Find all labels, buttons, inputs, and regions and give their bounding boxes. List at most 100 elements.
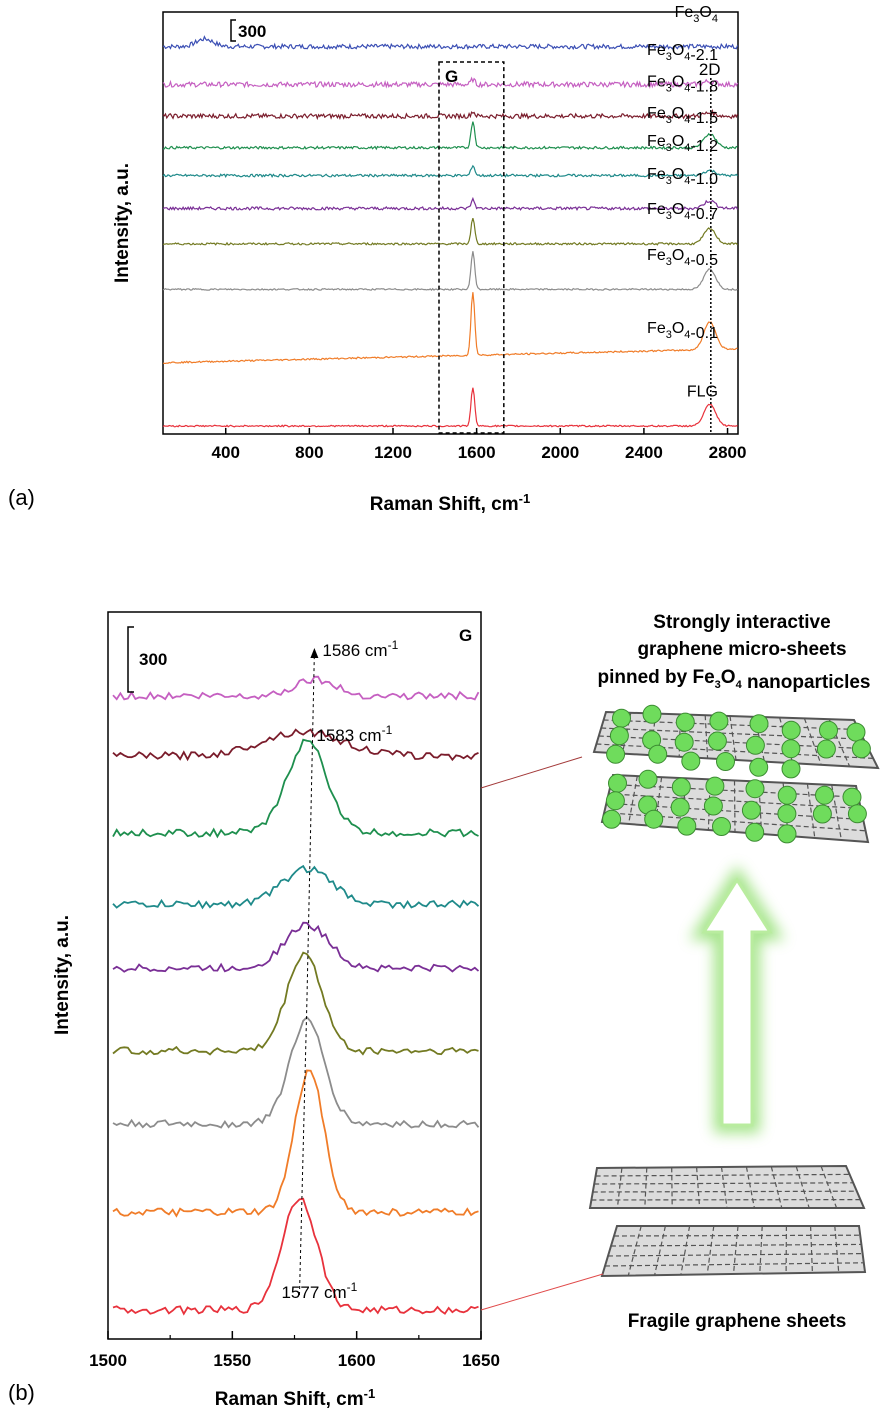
marker-2d-label: 2D	[699, 60, 721, 79]
nanoparticle	[851, 739, 871, 759]
nanoparticle	[602, 809, 622, 829]
panel-b: 1586 cm-1 1583 cm-1 1577 cm-1 G 300 1500 1550…	[8, 611, 500, 1410]
series-b-line-4	[112, 921, 480, 973]
sheet-bottom-upper-mesh	[696, 1167, 701, 1209]
sheet-top-lower-mesh	[733, 780, 736, 833]
nanoparticle	[608, 773, 627, 793]
b-tick-label-3: 1650	[462, 1351, 500, 1370]
a-tick-label-0: 400	[212, 443, 240, 462]
g-band-box	[438, 61, 505, 434]
nanoparticle	[705, 776, 725, 796]
nanoparticle	[605, 791, 625, 811]
nanoparticle	[712, 817, 731, 836]
connector-top	[480, 756, 583, 789]
series-a-label-9: FLG	[687, 383, 718, 400]
peak-shift-guide	[298, 651, 315, 1296]
nanoparticle	[846, 722, 866, 742]
nanoparticle	[675, 712, 695, 732]
nanoparticle	[842, 787, 862, 807]
up-arrow-icon	[689, 865, 785, 1133]
sheet-bottom-lower-mesh	[607, 1253, 863, 1257]
nanoparticle	[749, 757, 769, 777]
b-tick-label-1: 1550	[213, 1351, 251, 1370]
sheet-bottom-lower-mesh	[613, 1234, 861, 1237]
panel-a-ticks: 400 800 1200 1600 2000 2400 2800	[212, 428, 747, 462]
nanoparticle	[745, 735, 765, 755]
series-a-line-1	[162, 76, 739, 89]
scale-bar-b	[127, 626, 134, 693]
series-a-label-5: Fe3O4-1.0	[647, 166, 718, 188]
sheet-bottom-upper-mesh	[595, 1173, 850, 1177]
sheet-bottom-upper	[588, 1164, 866, 1209]
sheet-bottom-lower-mesh	[610, 1243, 862, 1247]
panel-a-ylabel: Intensity, a.u.	[112, 163, 133, 283]
nanoparticle	[681, 751, 701, 771]
top-caption-line-2: graphene micro-sheets	[637, 639, 846, 660]
sheet-bottom-lower-mesh	[732, 1225, 739, 1275]
series-a-label-7: Fe3O4-0.5	[647, 247, 718, 269]
series-b-line-2	[112, 738, 479, 839]
sheet-bottom-upper-mesh	[720, 1166, 728, 1209]
series-b-line-5	[112, 951, 479, 1056]
sheet-top-upper-mesh	[601, 727, 864, 740]
series-a-label-6: Fe3O4-0.7	[647, 201, 718, 223]
nanoparticle	[671, 777, 691, 797]
sheet-top-upper-mesh	[803, 718, 822, 766]
series-a-line-5	[162, 196, 739, 211]
panel-a: Fe3O4Fe3O4-2.1Fe3O4-1.8Fe3O4-1.5Fe3O4-1.…	[8, 4, 746, 515]
nanoparticle	[644, 809, 664, 829]
a-tick-label-3: 1600	[458, 443, 496, 462]
a-tick-label-5: 2400	[625, 443, 663, 462]
sheet-bottom-upper-mesh	[594, 1182, 854, 1185]
nanoparticle	[612, 708, 631, 728]
panel-a-plot: Fe3O4Fe3O4-2.1Fe3O4-1.8Fe3O4-1.5Fe3O4-1.…	[162, 4, 739, 434]
sheet-bottom-upper-mesh	[644, 1167, 648, 1209]
nanoparticle	[816, 739, 836, 759]
nanoparticle	[716, 752, 735, 771]
scale-bar-b-label: 300	[139, 650, 167, 669]
sheet-bottom-upper-mesh	[770, 1166, 783, 1209]
sheet-bottom-upper-mesh	[745, 1166, 755, 1209]
nanoparticle	[642, 704, 662, 724]
series-a-line-7	[162, 251, 738, 291]
peak-annotation-0: 1586 cm-1	[322, 638, 398, 660]
connector-bottom	[480, 1273, 604, 1311]
b-tick-label-2: 1600	[338, 1351, 376, 1370]
series-a-line-2	[162, 108, 739, 121]
panel-a-label: (a)	[8, 485, 35, 510]
peak-annotation-1: 1583 cm-1	[316, 723, 392, 745]
nanoparticle	[781, 720, 801, 740]
sheet-bottom-lower-mesh	[680, 1225, 691, 1275]
nanoparticle	[703, 796, 723, 816]
nanoparticle	[777, 824, 797, 844]
series-a-line-4	[162, 164, 739, 178]
nanoparticle	[741, 800, 761, 820]
a-tick-label-2: 1200	[374, 443, 412, 462]
a-tick-label-1: 800	[295, 443, 323, 462]
nanoparticle	[777, 785, 797, 805]
series-a-line-9	[162, 387, 738, 428]
nanoparticle	[638, 769, 658, 789]
sheet-bottom-upper-mesh	[616, 1167, 623, 1209]
series-a-label-8: Fe3O4-0.1	[647, 320, 718, 342]
series-b-line-3	[112, 864, 480, 910]
sheet-bottom-lower-mesh	[604, 1262, 864, 1267]
sheet-top-lower-mesh	[806, 783, 816, 839]
bottom-caption: Fragile graphene sheets	[628, 1311, 847, 1332]
peak-annotation-2: 1577 cm-1	[281, 1280, 357, 1302]
b-tick-label-0: 1500	[89, 1351, 127, 1370]
a-tick-label-6: 2800	[709, 443, 747, 462]
panel-b-plot: 1586 cm-1 1583 cm-1 1577 cm-1 G 300	[112, 626, 480, 1316]
nanoparticle	[670, 797, 690, 817]
series-a-label-1: Fe3O4-2.1	[647, 42, 718, 64]
nanoparticle	[745, 822, 765, 842]
series-a-line-3	[162, 121, 738, 151]
series-b-line-8	[112, 1197, 479, 1316]
scale-bar-a	[230, 19, 236, 42]
panel-b-ylabel: Intensity, a.u.	[52, 915, 73, 1035]
nanoparticle	[812, 804, 832, 824]
nanoparticle	[819, 720, 838, 740]
sheet-top-upper-mesh	[596, 743, 874, 759]
nanoparticle	[745, 779, 765, 799]
series-a-line-8	[162, 292, 738, 364]
